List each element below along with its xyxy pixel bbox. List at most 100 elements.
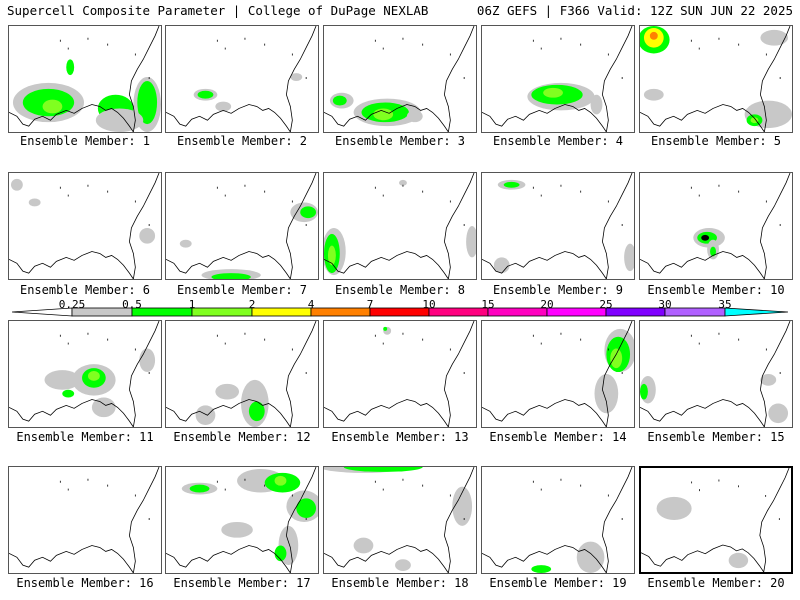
member-map [324, 321, 475, 427]
ensemble-map-panel[interactable] [8, 320, 162, 428]
inland-marks [690, 37, 781, 79]
coastline [9, 321, 160, 427]
coastline [482, 173, 633, 279]
parameter-contour [624, 243, 634, 272]
inland-marks [59, 478, 150, 520]
coastline [640, 173, 791, 279]
coastline [324, 173, 475, 279]
parameter-contour [221, 521, 253, 538]
parameter-contour [399, 179, 407, 186]
member-label: Ensemble Member: 1 [19, 134, 151, 148]
member-label: Ensemble Member: 18 [331, 576, 469, 590]
member-label: Ensemble Member: 15 [647, 430, 785, 444]
ensemble-map-panel[interactable] [323, 25, 477, 133]
coastline [9, 173, 160, 279]
ensemble-map-panel[interactable] [8, 25, 162, 133]
parameter-contour [290, 73, 303, 81]
parameter-contour [383, 326, 388, 331]
legend-swatch [487, 307, 548, 317]
member-label: Ensemble Member: 16 [16, 576, 154, 590]
parameter-contour [578, 555, 595, 572]
parameter-contour [710, 246, 716, 257]
ensemble-map-panel[interactable] [639, 466, 793, 574]
parameter-contour [503, 181, 520, 188]
inland-marks [690, 332, 781, 374]
ensemble-map-panel[interactable] [165, 25, 319, 133]
inland-marks [532, 478, 623, 520]
ensemble-map-panel[interactable] [481, 25, 635, 133]
parameter-contour [590, 94, 603, 115]
parameter-contour [768, 403, 789, 424]
member-map [9, 173, 160, 279]
inland-marks [532, 332, 623, 374]
ensemble-map-panel[interactable] [481, 466, 635, 574]
parameter-contour [274, 475, 287, 486]
parameter-contour [274, 545, 287, 562]
member-map [166, 321, 317, 427]
parameter-contour [594, 374, 619, 414]
legend-tick-label: 20 [540, 298, 554, 311]
parameter-contour [610, 348, 623, 369]
inland-marks [690, 184, 781, 226]
parameter-contour [728, 552, 749, 569]
legend-tick-label: 25 [599, 298, 613, 311]
parameter-contour [87, 371, 100, 381]
ensemble-map-panel[interactable] [323, 320, 477, 428]
legend-tick-label: 7 [366, 298, 374, 311]
parameter-contour [248, 401, 265, 422]
parameter-contour [137, 80, 158, 125]
member-label: Ensemble Member: 20 [647, 576, 785, 590]
inland-marks [59, 332, 150, 374]
member-label: Ensemble Member: 14 [489, 430, 627, 444]
ensemble-map-panel[interactable] [323, 466, 477, 574]
ensemble-map-panel[interactable] [639, 25, 793, 133]
coastline [482, 321, 633, 427]
legend-tick-label: 10 [422, 298, 436, 311]
parameter-contour [42, 99, 63, 114]
ensemble-map-panel[interactable] [323, 172, 477, 280]
member-label: Ensemble Member: 12 [173, 430, 311, 444]
inland-marks [374, 478, 465, 520]
legend-swatch [605, 307, 666, 317]
parameter-contour [452, 486, 473, 526]
parameter-contour [62, 389, 75, 398]
member-label: Ensemble Member: 9 [492, 283, 624, 297]
coastline [640, 26, 791, 132]
parameter-contour [300, 206, 317, 219]
member-map [324, 467, 475, 573]
member-label: Ensemble Member: 13 [331, 430, 469, 444]
member-label: Ensemble Member: 17 [173, 576, 311, 590]
ensemble-map-panel[interactable] [8, 172, 162, 280]
parameter-contour [197, 90, 214, 99]
coastline [166, 321, 317, 427]
ensemble-map-panel[interactable] [639, 320, 793, 428]
member-map [324, 26, 475, 132]
legend-swatch [191, 307, 253, 317]
member-map [166, 173, 318, 279]
member-label: Ensemble Member: 6 [19, 283, 151, 297]
parameter-contour [343, 467, 423, 472]
member-map [9, 467, 160, 573]
member-label: Ensemble Member: 3 [334, 134, 466, 148]
coastline [482, 467, 633, 573]
ensemble-map-panel[interactable] [8, 466, 162, 574]
parameter-contour [95, 108, 144, 132]
ensemble-map-panel[interactable] [165, 466, 319, 574]
coastline [641, 468, 790, 572]
ensemble-map-panel[interactable] [481, 172, 635, 280]
member-map [9, 321, 160, 427]
ensemble-map-panel[interactable] [165, 320, 319, 428]
parameter-contour [395, 559, 411, 572]
ensemble-map-panel[interactable] [639, 172, 793, 280]
coastline [166, 26, 317, 132]
coastline [324, 467, 475, 573]
parameter-contour [373, 108, 394, 121]
member-map [640, 321, 791, 427]
member-label: Ensemble Member: 7 [176, 283, 308, 297]
legend-tick-label: 15 [481, 298, 495, 311]
ensemble-map-panel[interactable] [165, 172, 319, 280]
inland-marks [216, 332, 307, 374]
legend-tick-label: 4 [307, 298, 315, 311]
ensemble-map-panel[interactable] [481, 320, 635, 428]
inland-marks [216, 478, 307, 520]
